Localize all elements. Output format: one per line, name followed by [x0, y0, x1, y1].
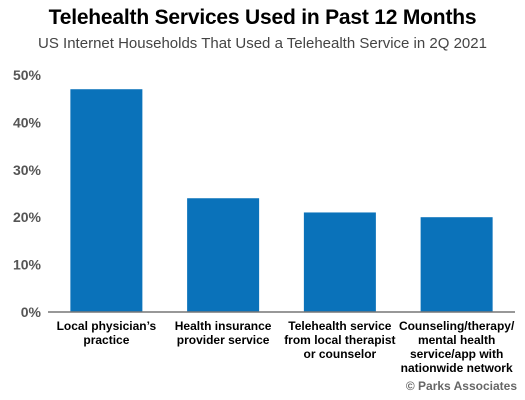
y-tick-label: 30%: [13, 162, 42, 178]
y-tick-label: 10%: [13, 257, 42, 273]
y-axis: 0% 10% 20% 30% 40% 50%: [13, 67, 42, 320]
chart-subtitle: US Internet Households That Used a Teleh…: [38, 35, 487, 52]
x-tick-label: Telehealth service from local therapist or…: [284, 319, 395, 361]
bars: [70, 89, 493, 312]
x-tick-label: Counseling/therapy/mental health service/…: [399, 319, 515, 375]
y-tick-label: 0%: [21, 304, 42, 320]
copyright: © Parks Associates: [405, 379, 517, 393]
bar: [303, 212, 376, 312]
chart-title: Telehealth Services Used in Past 12 Mont…: [48, 6, 477, 29]
y-tick-label: 20%: [13, 209, 42, 225]
bar: [70, 89, 143, 312]
x-tick-label: Local physician’s practice: [57, 319, 157, 347]
y-tick-label: 40%: [13, 114, 42, 130]
x-axis-labels: Local physician’s practice Health insuranc…: [57, 319, 515, 375]
x-tick-label: Health insurance provider service: [175, 319, 272, 347]
bar: [187, 198, 260, 312]
bar: [420, 217, 493, 312]
y-tick-label: 50%: [13, 67, 42, 83]
